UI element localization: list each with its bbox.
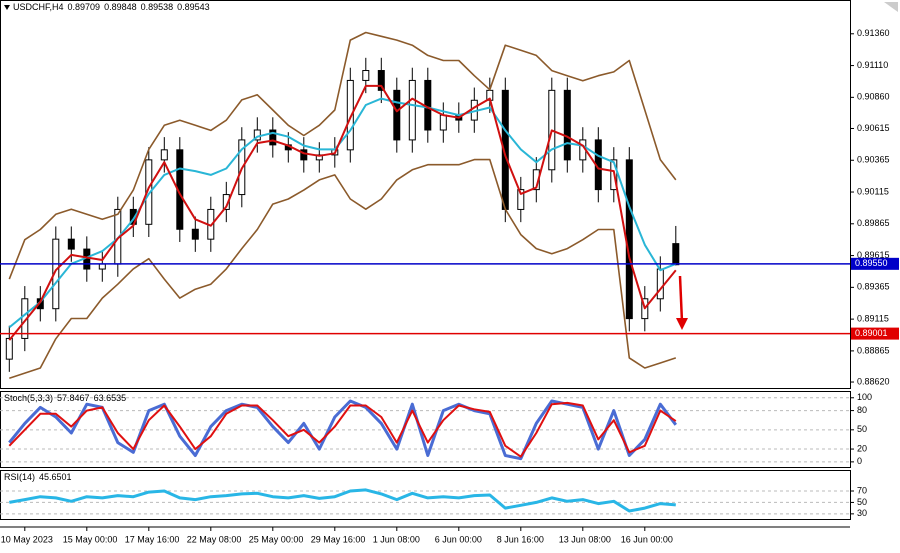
candle-body	[191, 228, 199, 240]
candle-body	[656, 268, 664, 300]
indicator-line	[8, 31, 677, 280]
header-field: USDCHF,H4	[13, 2, 64, 12]
indicator-line	[8, 401, 677, 458]
level-label-box	[851, 327, 899, 340]
x-tick-label: 29 May 16:00	[311, 534, 366, 544]
y-tick-label: 0.90860	[857, 92, 890, 102]
x-tick-label: 17 May 16:00	[125, 534, 180, 544]
y-tick-label: 70	[857, 485, 867, 495]
header-field: 0.89848	[104, 2, 137, 12]
candle-body	[377, 70, 385, 91]
candle-body	[52, 238, 60, 310]
candle-body	[67, 238, 75, 250]
indicator-line	[9, 488, 676, 513]
level-label: 0.89001	[855, 328, 888, 338]
corner-mark	[884, 2, 898, 12]
x-tick-label: 10 May 2023	[1, 534, 53, 544]
y-tick-label: 20	[857, 443, 867, 453]
indicator-value: 63.6535	[94, 393, 127, 403]
x-tick-label: 6 Jun 00:00	[435, 534, 482, 544]
annotation-arrow-head	[676, 318, 688, 330]
candle-body	[517, 189, 525, 210]
indicator-header: RSI(14) 45.6501	[4, 472, 72, 482]
level-label-box	[851, 257, 899, 270]
candle-body	[408, 79, 416, 141]
x-tick-label: 8 Jun 16:00	[497, 534, 544, 544]
y-tick-label: 50	[857, 497, 867, 507]
indicator-line	[9, 158, 677, 379]
y-tick-label: 0.89365	[857, 282, 890, 292]
x-tick-label: 16 Jun 00:00	[621, 534, 673, 544]
x-tick-label: 13 Jun 08:00	[559, 534, 611, 544]
rsi-panel-border	[0, 470, 851, 520]
header-arrow	[4, 5, 10, 10]
candle-body	[5, 337, 13, 360]
candle-body	[362, 70, 370, 81]
header-field: 0.89538	[141, 2, 174, 12]
y-tick-label: 0.89865	[857, 218, 890, 228]
indicator-value: 57.8467	[57, 393, 90, 403]
y-tick-label: 0.90115	[857, 186, 889, 196]
chart-header: USDCHF,H4 0.89709 0.89848 0.89538 0.89543	[13, 2, 210, 12]
header-field: 0.89709	[68, 2, 101, 12]
indicator-title: RSI(14)	[4, 472, 35, 482]
y-tick-label: 50	[857, 424, 867, 434]
indicator-title: Stoch(5,3,3)	[4, 393, 53, 403]
candle-body	[222, 194, 230, 210]
candle-body	[625, 159, 633, 320]
x-tick-label: 25 May 00:00	[249, 534, 304, 544]
candle-body	[672, 243, 680, 266]
candle-body	[346, 79, 354, 151]
y-tick-label: 0.89615	[857, 250, 890, 260]
candle-body	[393, 89, 401, 141]
level-label: 0.89550	[855, 258, 888, 268]
y-tick-label: 0.88865	[857, 345, 890, 355]
y-tick-label: 100	[857, 392, 872, 402]
candle-body	[160, 149, 168, 161]
y-tick-label: 0.89115	[857, 313, 889, 323]
y-tick-label: 0.91110	[857, 60, 888, 70]
indicator-line	[8, 84, 677, 341]
main-panel-border	[0, 0, 851, 389]
x-tick-label: 15 May 00:00	[63, 534, 118, 544]
x-tick-label: 1 Jun 08:00	[373, 534, 420, 544]
y-tick-label: 0.90615	[857, 123, 890, 133]
y-tick-label: 80	[857, 405, 867, 415]
y-tick-label: 0.88620	[857, 376, 890, 386]
annotation-arrow-shaft	[678, 275, 684, 323]
header-field: 0.89543	[177, 2, 210, 12]
indicator-value: 45.6501	[39, 472, 72, 482]
candle-body	[145, 159, 153, 225]
candle-body	[269, 129, 277, 146]
indicator-header: Stoch(5,3,3) 57.8467 63.6535	[4, 393, 126, 403]
y-tick-label: 30	[857, 508, 867, 518]
candle-body	[563, 89, 571, 161]
y-tick-label: 0	[857, 456, 862, 466]
candle-body	[98, 263, 106, 270]
candle-body	[300, 149, 308, 161]
x-tick-label: 22 May 08:00	[187, 534, 242, 544]
y-tick-label: 0.91360	[857, 28, 890, 38]
y-tick-label: 0.90365	[857, 155, 890, 165]
candle-body	[439, 114, 447, 131]
